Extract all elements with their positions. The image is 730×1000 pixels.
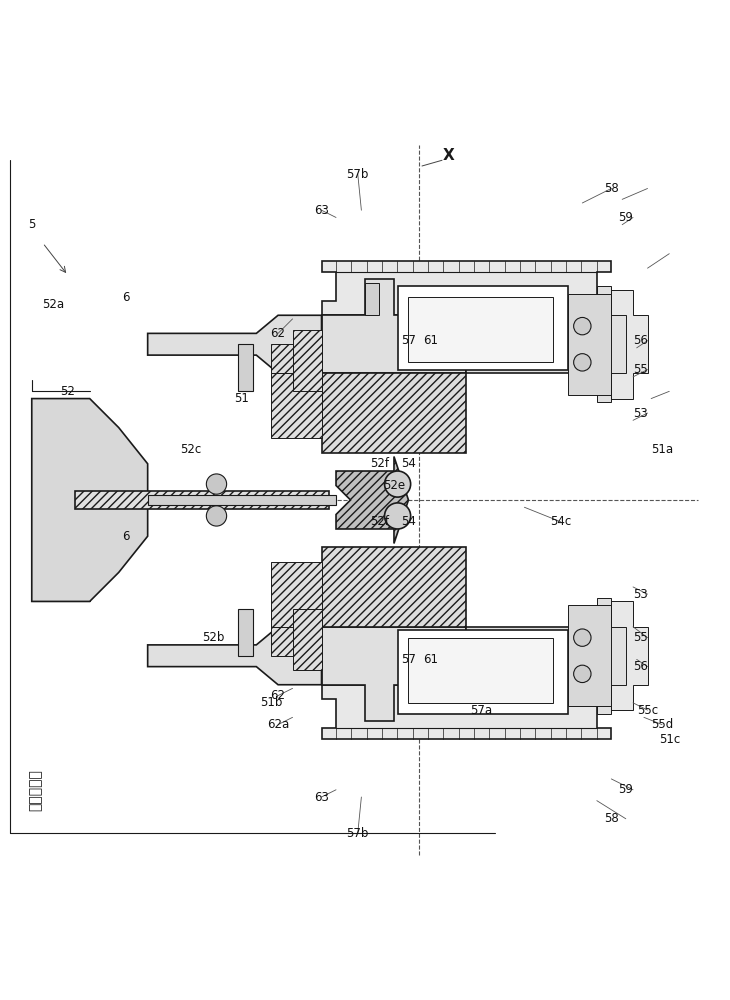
Polygon shape — [321, 279, 466, 373]
Text: 62a: 62a — [267, 718, 289, 731]
Text: 53: 53 — [633, 407, 648, 420]
Text: 55c: 55c — [637, 704, 658, 717]
Text: 52f: 52f — [370, 515, 389, 528]
Text: 57: 57 — [401, 334, 416, 347]
Polygon shape — [147, 315, 321, 373]
Bar — [568, 605, 611, 706]
Text: 52: 52 — [61, 385, 75, 398]
Text: 54c: 54c — [550, 515, 572, 528]
Bar — [293, 330, 321, 391]
Text: 52e: 52e — [383, 479, 405, 492]
Bar — [398, 630, 568, 714]
Text: 51c: 51c — [658, 733, 680, 746]
Bar — [271, 344, 321, 373]
Polygon shape — [597, 286, 626, 402]
Bar — [271, 627, 321, 656]
Text: 61: 61 — [423, 334, 438, 347]
Text: 62: 62 — [271, 327, 285, 340]
Polygon shape — [466, 315, 611, 373]
Text: 59: 59 — [618, 783, 633, 796]
Polygon shape — [597, 598, 626, 714]
Text: 52c: 52c — [180, 443, 201, 456]
Polygon shape — [32, 399, 147, 601]
Circle shape — [385, 503, 411, 529]
Text: 52a: 52a — [42, 298, 64, 311]
Text: 6: 6 — [122, 291, 130, 304]
Circle shape — [385, 471, 411, 497]
Text: X: X — [442, 148, 454, 163]
Circle shape — [574, 665, 591, 683]
Text: 52b: 52b — [201, 631, 224, 644]
Polygon shape — [321, 547, 466, 627]
Text: 51: 51 — [234, 392, 249, 405]
Text: 53: 53 — [633, 588, 648, 601]
Text: 57b: 57b — [347, 168, 369, 181]
Polygon shape — [336, 457, 409, 543]
Text: 51b: 51b — [260, 696, 282, 709]
Polygon shape — [321, 373, 466, 453]
Text: 61: 61 — [423, 653, 438, 666]
Text: 51a: 51a — [651, 443, 673, 456]
Text: 59: 59 — [618, 211, 633, 224]
Polygon shape — [147, 627, 321, 685]
Polygon shape — [321, 261, 611, 315]
Circle shape — [207, 474, 226, 494]
Bar — [568, 294, 611, 395]
Polygon shape — [611, 290, 648, 399]
Bar — [409, 297, 553, 362]
Text: 58: 58 — [604, 182, 619, 195]
Polygon shape — [365, 283, 380, 315]
Bar — [271, 373, 321, 438]
Bar — [293, 609, 321, 670]
Bar — [409, 638, 553, 703]
Text: 55d: 55d — [651, 718, 673, 731]
Polygon shape — [466, 627, 611, 685]
Circle shape — [574, 629, 591, 646]
Bar — [238, 344, 253, 391]
Text: 57: 57 — [401, 653, 416, 666]
Bar — [147, 495, 336, 505]
Text: 55: 55 — [633, 363, 648, 376]
Polygon shape — [321, 627, 466, 721]
Bar — [398, 286, 568, 370]
Text: 54: 54 — [401, 457, 416, 470]
Text: 54: 54 — [401, 515, 416, 528]
Text: 6: 6 — [122, 530, 130, 543]
Text: 56: 56 — [633, 334, 648, 347]
Text: 63: 63 — [314, 204, 329, 217]
Text: 57a: 57a — [470, 704, 492, 717]
Circle shape — [574, 317, 591, 335]
Text: 55: 55 — [633, 631, 648, 644]
Text: 62: 62 — [271, 689, 285, 702]
Text: 5: 5 — [28, 218, 36, 231]
Text: 52f: 52f — [370, 457, 389, 470]
Text: 非动作状态: 非动作状态 — [28, 769, 42, 811]
Circle shape — [207, 506, 226, 526]
Text: 56: 56 — [633, 660, 648, 673]
Text: 57b: 57b — [347, 827, 369, 840]
Bar — [75, 491, 328, 509]
Polygon shape — [611, 601, 648, 710]
Bar — [271, 562, 321, 627]
Text: 63: 63 — [314, 791, 329, 804]
Bar — [238, 609, 253, 656]
Polygon shape — [321, 685, 611, 739]
Circle shape — [574, 354, 591, 371]
Text: 58: 58 — [604, 812, 619, 825]
